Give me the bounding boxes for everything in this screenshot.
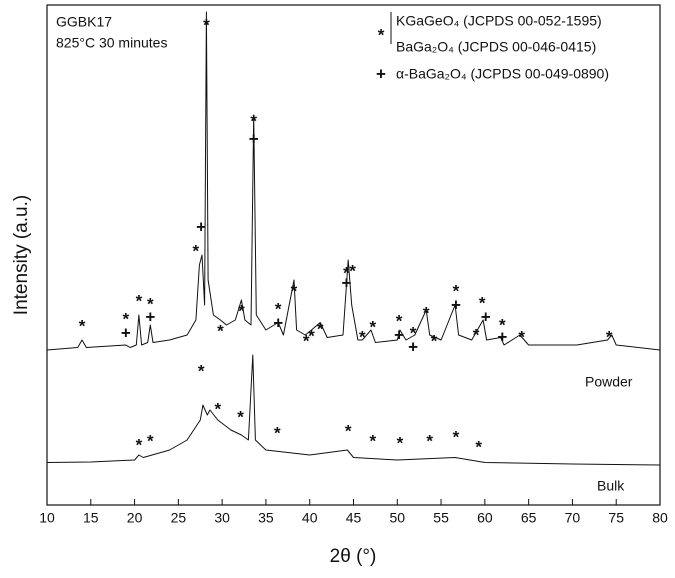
peak-marker: * — [193, 241, 200, 260]
peak-marker: * — [349, 261, 356, 280]
peak-marker: * — [396, 311, 403, 330]
peak-marker: + — [342, 273, 352, 292]
legend-label: BaGa₂O₄ (JCPDS 00-046-0415) — [396, 39, 596, 55]
peak-marker: * — [453, 427, 460, 446]
peak-marker: * — [479, 293, 486, 312]
x-axis-label: 2θ (°) — [330, 546, 377, 567]
x-tick-label: 15 — [83, 510, 99, 526]
peak-marker: * — [410, 323, 417, 342]
series-line — [46, 11, 661, 351]
peak-marker: * — [453, 281, 460, 300]
peak-marker: * — [431, 331, 438, 350]
peak-marker: * — [123, 309, 130, 328]
x-tick-label: 70 — [565, 510, 581, 526]
x-tick-label: 45 — [346, 510, 362, 526]
peak-marker: + — [121, 323, 131, 342]
y-axis-label: Intensity (a.u.) — [11, 195, 32, 315]
x-tick-label: 40 — [302, 510, 318, 526]
peak-marker: * — [308, 326, 315, 345]
peak-marker: * — [606, 327, 613, 346]
peak-marker: + — [196, 217, 206, 236]
peak-marker: * — [203, 15, 210, 34]
peak-marker: * — [303, 331, 310, 350]
peak-marker: * — [237, 407, 244, 426]
peak-marker: * — [359, 327, 366, 346]
peak-marker: + — [394, 325, 404, 344]
peak-marker: * — [426, 431, 433, 450]
peak-marker: + — [145, 307, 155, 326]
x-tick-label: 55 — [433, 510, 449, 526]
peak-marker: * — [238, 301, 245, 320]
peak-marker: * — [198, 361, 205, 380]
series-label: Bulk — [597, 478, 625, 494]
peak-marker: * — [343, 263, 350, 282]
peak-marker: * — [147, 294, 154, 313]
x-tick-label: 50 — [389, 510, 405, 526]
peak-marker: * — [345, 421, 352, 440]
legend-symbol: + — [376, 64, 386, 83]
peak-marker: * — [275, 299, 282, 318]
x-tick-label: 20 — [127, 510, 143, 526]
peak-marker: * — [136, 291, 143, 310]
legend-symbol: * — [378, 25, 385, 44]
peak-marker: * — [79, 316, 86, 335]
peak-marker: + — [451, 295, 461, 314]
x-tick-label: 25 — [171, 510, 187, 526]
peak-marker: * — [217, 321, 224, 340]
peak-marker: + — [249, 129, 259, 148]
legend-label: α-BaGa₂O₄ (JCPDS 00-049-0890) — [396, 66, 609, 82]
legend-label: KGaGeO₄ (JCPDS 00-052-1595) — [396, 13, 602, 29]
peak-marker: * — [518, 327, 525, 346]
peak-marker: * — [214, 399, 221, 418]
peak-marker: * — [136, 435, 143, 454]
sample-text: GGBK17 — [56, 14, 112, 30]
peak-marker: + — [481, 307, 491, 326]
x-tick-label: 75 — [608, 510, 624, 526]
peak-marker: * — [473, 325, 480, 344]
peak-marker: * — [499, 315, 506, 334]
x-tick-label: 10 — [39, 510, 55, 526]
peak-marker: * — [147, 431, 154, 450]
x-tick-label: 60 — [477, 510, 493, 526]
x-tick-label: 80 — [652, 510, 668, 526]
sample-text: 825°C 30 minutes — [56, 35, 167, 51]
x-tick-label: 65 — [521, 510, 537, 526]
peak-marker: + — [273, 313, 283, 332]
peak-marker: * — [397, 433, 404, 452]
peak-marker: * — [369, 317, 376, 336]
peak-marker: + — [408, 337, 418, 356]
peak-marker: * — [369, 431, 376, 450]
series-line — [46, 354, 661, 466]
peak-marker: * — [423, 303, 430, 322]
series-label: Powder — [585, 374, 633, 390]
peak-marker: * — [475, 437, 482, 456]
x-tick-label: 35 — [258, 510, 274, 526]
peak-marker: * — [250, 111, 257, 130]
peak-marker: * — [317, 319, 324, 338]
x-tick-label: 30 — [214, 510, 230, 526]
peak-marker: + — [497, 327, 507, 346]
peak-marker: * — [291, 281, 298, 300]
peak-marker: * — [274, 423, 281, 442]
